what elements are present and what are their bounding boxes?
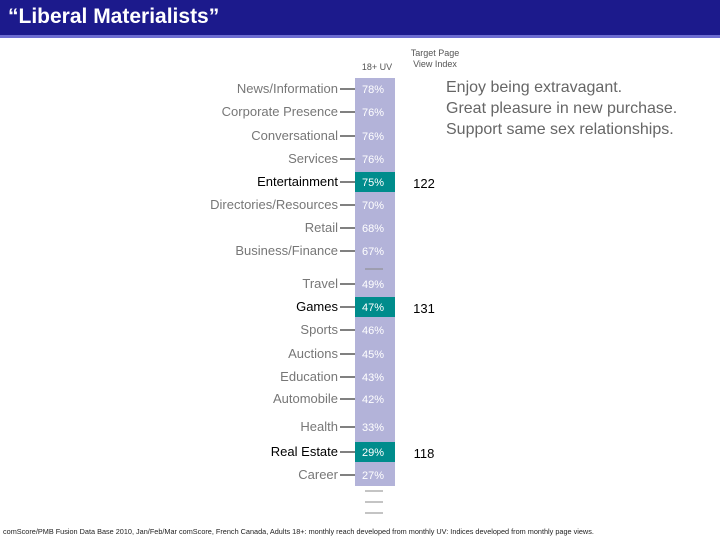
bar: [355, 102, 395, 122]
index-value: 122: [413, 176, 435, 191]
category-label: Business/Finance: [235, 243, 338, 258]
bar: [355, 344, 395, 364]
bar: [355, 241, 395, 261]
category-label: Real Estate: [271, 444, 338, 459]
bar: [355, 149, 395, 169]
quote-line-3: Support same sex relationships.: [446, 121, 674, 138]
value-label: 78%: [362, 84, 384, 96]
value-label: 42%: [362, 394, 384, 406]
value-label: 46%: [362, 325, 384, 337]
page-title: “Liberal Materialists”: [8, 5, 220, 28]
title-bar: “Liberal Materialists”: [0, 0, 720, 38]
value-label: 75%: [362, 177, 384, 189]
value-label: 49%: [362, 279, 384, 291]
bar: [355, 218, 395, 238]
category-label: Career: [298, 467, 338, 482]
bar: [355, 274, 395, 294]
category-label: Services: [288, 151, 338, 166]
value-label: 29%: [362, 447, 384, 459]
index-column-header: Target Page View Index: [400, 48, 470, 70]
category-label: Auctions: [288, 346, 338, 361]
value-label: 70%: [362, 200, 384, 212]
category-label: News/Information: [237, 81, 338, 96]
value-label: 76%: [362, 154, 384, 166]
category-label: Travel: [302, 276, 338, 291]
category-label: Health: [300, 419, 338, 434]
category-label: Conversational: [251, 128, 338, 143]
index-value: 118: [414, 446, 435, 461]
value-label: 43%: [362, 372, 384, 384]
quote-line-2: Great pleasure in new purchase.: [446, 100, 678, 117]
value-label: 45%: [362, 349, 384, 361]
category-label: Corporate Presence: [222, 104, 338, 119]
value-label: 68%: [362, 223, 384, 235]
bar: [355, 442, 395, 462]
segment-quote: Enjoy being extravagant. Great pleasure …: [446, 77, 716, 140]
bar: [355, 389, 395, 409]
bar: [355, 195, 395, 215]
bar: [355, 465, 395, 485]
bar: [355, 172, 395, 192]
bar: [355, 79, 395, 99]
index-header-line2: View Index: [413, 59, 457, 69]
bar: [355, 417, 395, 437]
bar: [355, 297, 395, 317]
category-label: Entertainment: [257, 174, 338, 189]
uv-column-header: 18+ UV: [361, 62, 393, 72]
index-header-line1: Target Page: [410, 48, 460, 58]
category-label: Directories/Resources: [210, 197, 338, 212]
bar: [355, 126, 395, 146]
category-label: Sports: [300, 322, 338, 337]
value-label: 76%: [362, 107, 384, 119]
category-label: Automobile: [273, 391, 338, 406]
value-label: 47%: [362, 302, 384, 314]
index-value: 131: [413, 301, 435, 316]
quote-line-1: Enjoy being extravagant.: [446, 79, 623, 96]
source-footnote: comScore/PMB Fusion Data Base 2010, Jan/…: [3, 527, 594, 536]
value-label: 27%: [362, 470, 384, 482]
bar: [355, 367, 395, 387]
value-label: 76%: [362, 131, 384, 143]
category-label: Games: [296, 299, 338, 314]
category-label: Retail: [305, 220, 338, 235]
bar: [355, 320, 395, 340]
value-label: 33%: [362, 422, 384, 434]
value-label: 67%: [362, 246, 384, 258]
category-label: Education: [280, 369, 338, 384]
